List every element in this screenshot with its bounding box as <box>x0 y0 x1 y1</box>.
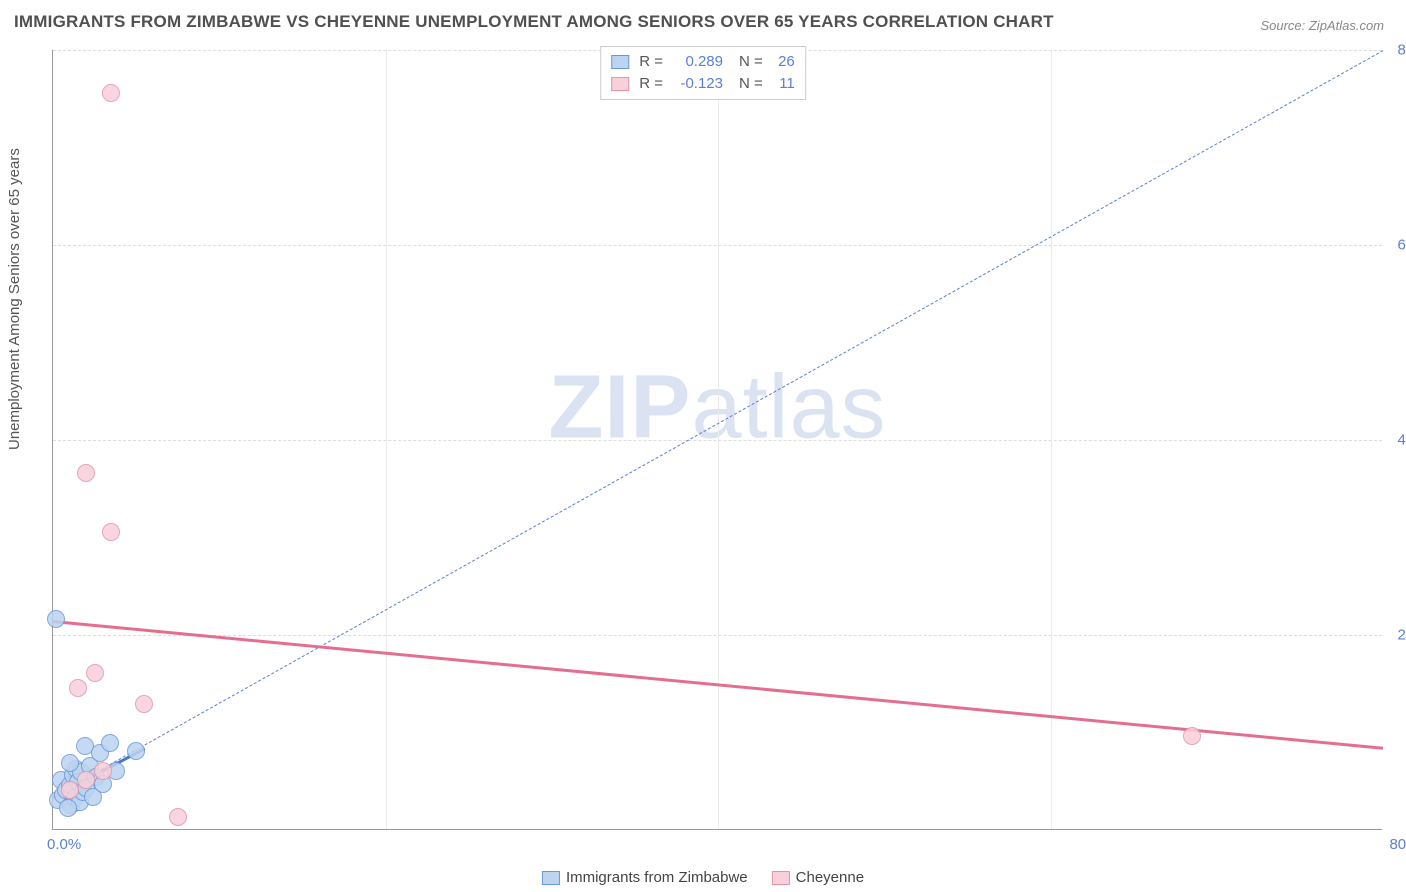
n-label: N = <box>739 51 763 73</box>
x-tick-min: 0.0% <box>47 836 81 853</box>
data-point <box>47 610 65 628</box>
legend-item: Cheyenne <box>772 869 864 886</box>
legend-row: R = -0.123 N = 11 <box>611 73 795 95</box>
legend-swatch <box>542 871 560 885</box>
data-point <box>94 762 112 780</box>
watermark-atlas: atlas <box>691 358 886 458</box>
n-label: N = <box>739 73 763 95</box>
data-point <box>77 464 95 482</box>
data-point <box>77 771 95 789</box>
r-value: -0.123 <box>669 73 723 95</box>
legend-swatch <box>772 871 790 885</box>
data-point <box>69 679 87 697</box>
data-point <box>135 695 153 713</box>
legend-label: Cheyenne <box>796 869 864 886</box>
plot-area: ZIPatlas 20.0%40.0%60.0%80.0%0.0%80.0% <box>52 50 1382 830</box>
vgridline <box>386 50 387 829</box>
data-point <box>102 84 120 102</box>
data-point <box>169 808 187 826</box>
r-label: R = <box>639 73 663 95</box>
chart-title: IMMIGRANTS FROM ZIMBABWE VS CHEYENNE UNE… <box>14 12 1054 32</box>
n-value: 11 <box>769 73 795 95</box>
legend-swatch <box>611 55 629 69</box>
data-point <box>1183 727 1201 745</box>
data-point <box>61 754 79 772</box>
y-tick-label: 60.0% <box>1397 237 1406 254</box>
r-value: 0.289 <box>669 51 723 73</box>
data-point <box>86 664 104 682</box>
y-tick-label: 80.0% <box>1397 42 1406 59</box>
y-tick-label: 20.0% <box>1397 627 1406 644</box>
watermark-zip: ZIP <box>548 358 691 458</box>
data-point <box>102 523 120 541</box>
y-axis-label: Unemployment Among Seniors over 65 years <box>6 148 23 450</box>
x-tick-max: 80.0% <box>1389 836 1406 853</box>
vgridline <box>1051 50 1052 829</box>
data-point <box>101 734 119 752</box>
legend-label: Immigrants from Zimbabwe <box>566 869 748 886</box>
data-point <box>127 742 145 760</box>
data-point <box>61 781 79 799</box>
y-tick-label: 40.0% <box>1397 432 1406 449</box>
correlation-legend: R = 0.289 N = 26 R = -0.123 N = 11 <box>600 46 806 100</box>
vgridline <box>718 50 719 829</box>
r-label: R = <box>639 51 663 73</box>
legend-swatch <box>611 77 629 91</box>
n-value: 26 <box>769 51 795 73</box>
source-attribution: Source: ZipAtlas.com <box>1260 18 1384 33</box>
series-legend: Immigrants from Zimbabwe Cheyenne <box>542 869 864 886</box>
legend-item: Immigrants from Zimbabwe <box>542 869 748 886</box>
data-point <box>59 799 77 817</box>
legend-row: R = 0.289 N = 26 <box>611 51 795 73</box>
